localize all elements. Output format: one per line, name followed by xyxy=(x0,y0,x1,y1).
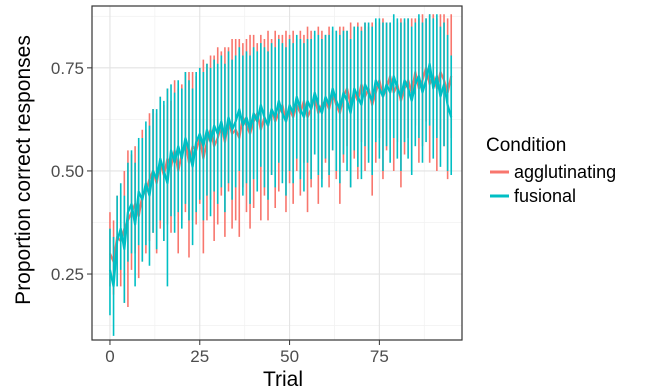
legend-title: Condition xyxy=(486,135,566,156)
legend-label-fusional: fusional xyxy=(514,186,576,206)
plot-area xyxy=(108,14,453,336)
series-fusional xyxy=(108,14,453,336)
axes: 0 25 50 75 0.25 0.50 0.75 xyxy=(51,59,389,366)
x-tick-label: 0 xyxy=(105,347,114,366)
y-tick-label: 0.50 xyxy=(51,162,84,181)
series-line-fusional xyxy=(108,62,453,288)
legend-label-agglutinating: agglutinating xyxy=(514,162,616,182)
y-tick-label: 0.75 xyxy=(51,59,84,78)
panel-border xyxy=(91,5,463,341)
legend: Condition agglutinating fusional xyxy=(486,135,616,206)
y-axis-title: Proportion correct responses xyxy=(12,35,35,305)
x-tick-label: 25 xyxy=(190,347,209,366)
x-tick-label: 75 xyxy=(370,347,389,366)
y-tick-label: 0.25 xyxy=(51,265,84,284)
x-axis-title: Trial xyxy=(263,368,303,391)
x-tick-label: 50 xyxy=(280,347,299,366)
